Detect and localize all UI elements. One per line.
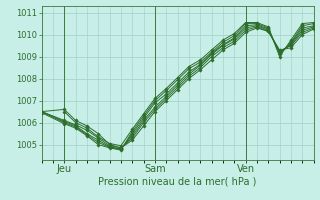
X-axis label: Pression niveau de la mer( hPa ): Pression niveau de la mer( hPa ): [99, 177, 257, 187]
